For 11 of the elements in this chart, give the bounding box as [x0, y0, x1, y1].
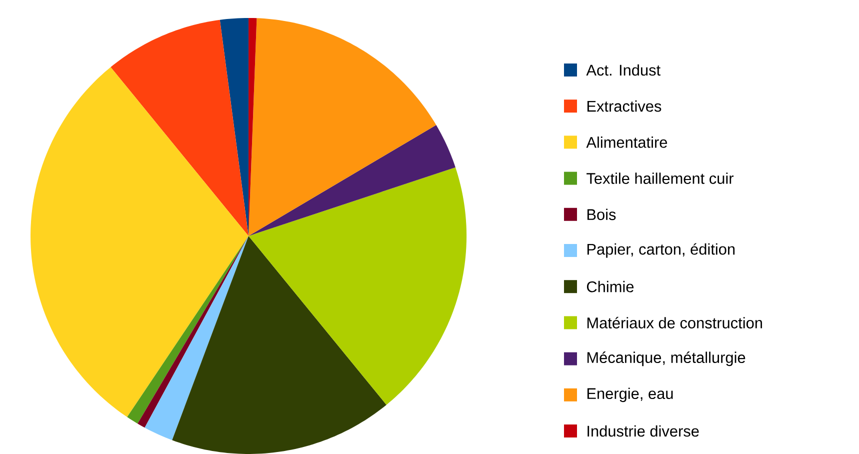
legend-label: Act. Indust	[586, 64, 660, 76]
legend-label: Textile haillement cuir	[586, 172, 734, 184]
legend-label: Matériaux de construction	[587, 316, 762, 328]
legend-label: Bois	[587, 208, 616, 220]
legend-label: Alimentatire	[586, 136, 668, 148]
legend-label: Energie, eau	[587, 388, 673, 402]
legend-label: Mécanique, métallurgie	[587, 352, 746, 366]
legend-label: Industrie diverse	[588, 425, 699, 437]
legend-label: Chimie	[586, 280, 634, 292]
legend-label: Papier, carton, édition	[587, 243, 735, 258]
legend-label: Extractives	[587, 100, 662, 112]
